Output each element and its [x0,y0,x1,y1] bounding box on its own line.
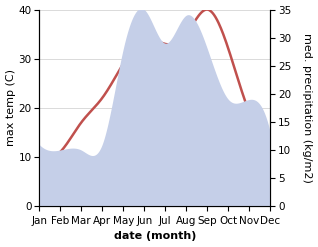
Y-axis label: med. precipitation (kg/m2): med. precipitation (kg/m2) [302,33,313,183]
X-axis label: date (month): date (month) [114,231,196,242]
Y-axis label: max temp (C): max temp (C) [5,69,16,146]
